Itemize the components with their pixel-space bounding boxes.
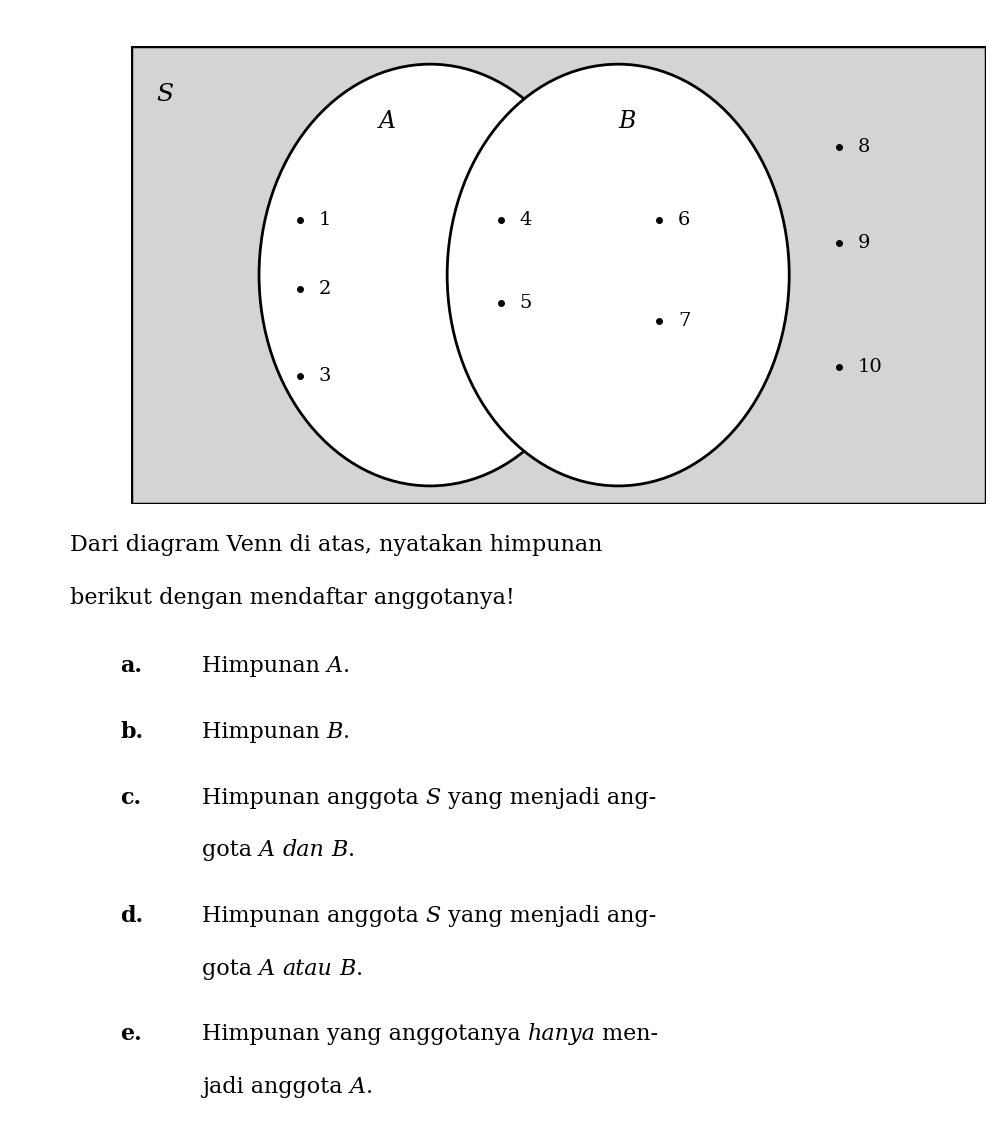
Ellipse shape — [260, 64, 601, 486]
Text: 4: 4 — [520, 211, 532, 229]
Text: berikut dengan mendaftar anggotanya!: berikut dengan mendaftar anggotanya! — [70, 587, 515, 609]
Text: 1: 1 — [319, 211, 331, 229]
Text: 2: 2 — [319, 280, 331, 298]
Text: S: S — [426, 787, 441, 809]
Text: .: . — [343, 656, 350, 677]
Text: .: . — [365, 1076, 372, 1098]
Text: 3: 3 — [319, 367, 331, 385]
Text: 7: 7 — [678, 312, 690, 330]
Text: B: B — [327, 721, 343, 743]
Text: b.: b. — [120, 721, 143, 743]
FancyBboxPatch shape — [131, 46, 986, 504]
Text: e.: e. — [120, 1023, 142, 1045]
Text: a.: a. — [120, 656, 142, 677]
Text: d.: d. — [120, 905, 143, 927]
Text: Dari diagram Venn di atas, nyatakan himpunan: Dari diagram Venn di atas, nyatakan himp… — [70, 534, 603, 556]
Text: gota: gota — [201, 839, 259, 862]
Text: men-: men- — [596, 1023, 659, 1045]
Text: jadi anggota: jadi anggota — [201, 1076, 349, 1098]
Text: dan: dan — [282, 839, 324, 862]
Text: Himpunan: Himpunan — [201, 656, 327, 677]
Text: A: A — [259, 839, 275, 862]
Text: B: B — [331, 839, 347, 862]
Text: S: S — [426, 905, 441, 927]
Text: Himpunan: Himpunan — [201, 721, 327, 743]
Text: .: . — [355, 958, 362, 980]
Text: .: . — [343, 721, 350, 743]
Text: yang menjadi ang-: yang menjadi ang- — [441, 787, 656, 809]
Text: Himpunan yang anggotanya: Himpunan yang anggotanya — [201, 1023, 527, 1045]
Text: 5: 5 — [520, 293, 532, 312]
Text: Himpunan anggota: Himpunan anggota — [201, 787, 426, 809]
Text: A: A — [327, 656, 343, 677]
Text: 10: 10 — [857, 358, 882, 376]
Text: c.: c. — [120, 787, 141, 809]
Text: 9: 9 — [857, 234, 870, 252]
Ellipse shape — [447, 64, 789, 486]
Text: hanya: hanya — [527, 1023, 596, 1045]
Text: B: B — [339, 958, 355, 980]
Text: gota: gota — [201, 958, 259, 980]
Text: Himpunan anggota: Himpunan anggota — [201, 905, 426, 927]
Text: B: B — [618, 110, 636, 133]
Text: yang menjadi ang-: yang menjadi ang- — [441, 905, 656, 927]
Text: atau: atau — [282, 958, 332, 980]
Text: S: S — [156, 83, 174, 105]
Text: A: A — [259, 958, 275, 980]
Text: A: A — [349, 1076, 365, 1098]
Text: .: . — [347, 839, 354, 862]
Text: 8: 8 — [857, 138, 870, 156]
Text: A: A — [378, 110, 395, 133]
Text: 6: 6 — [678, 211, 690, 229]
